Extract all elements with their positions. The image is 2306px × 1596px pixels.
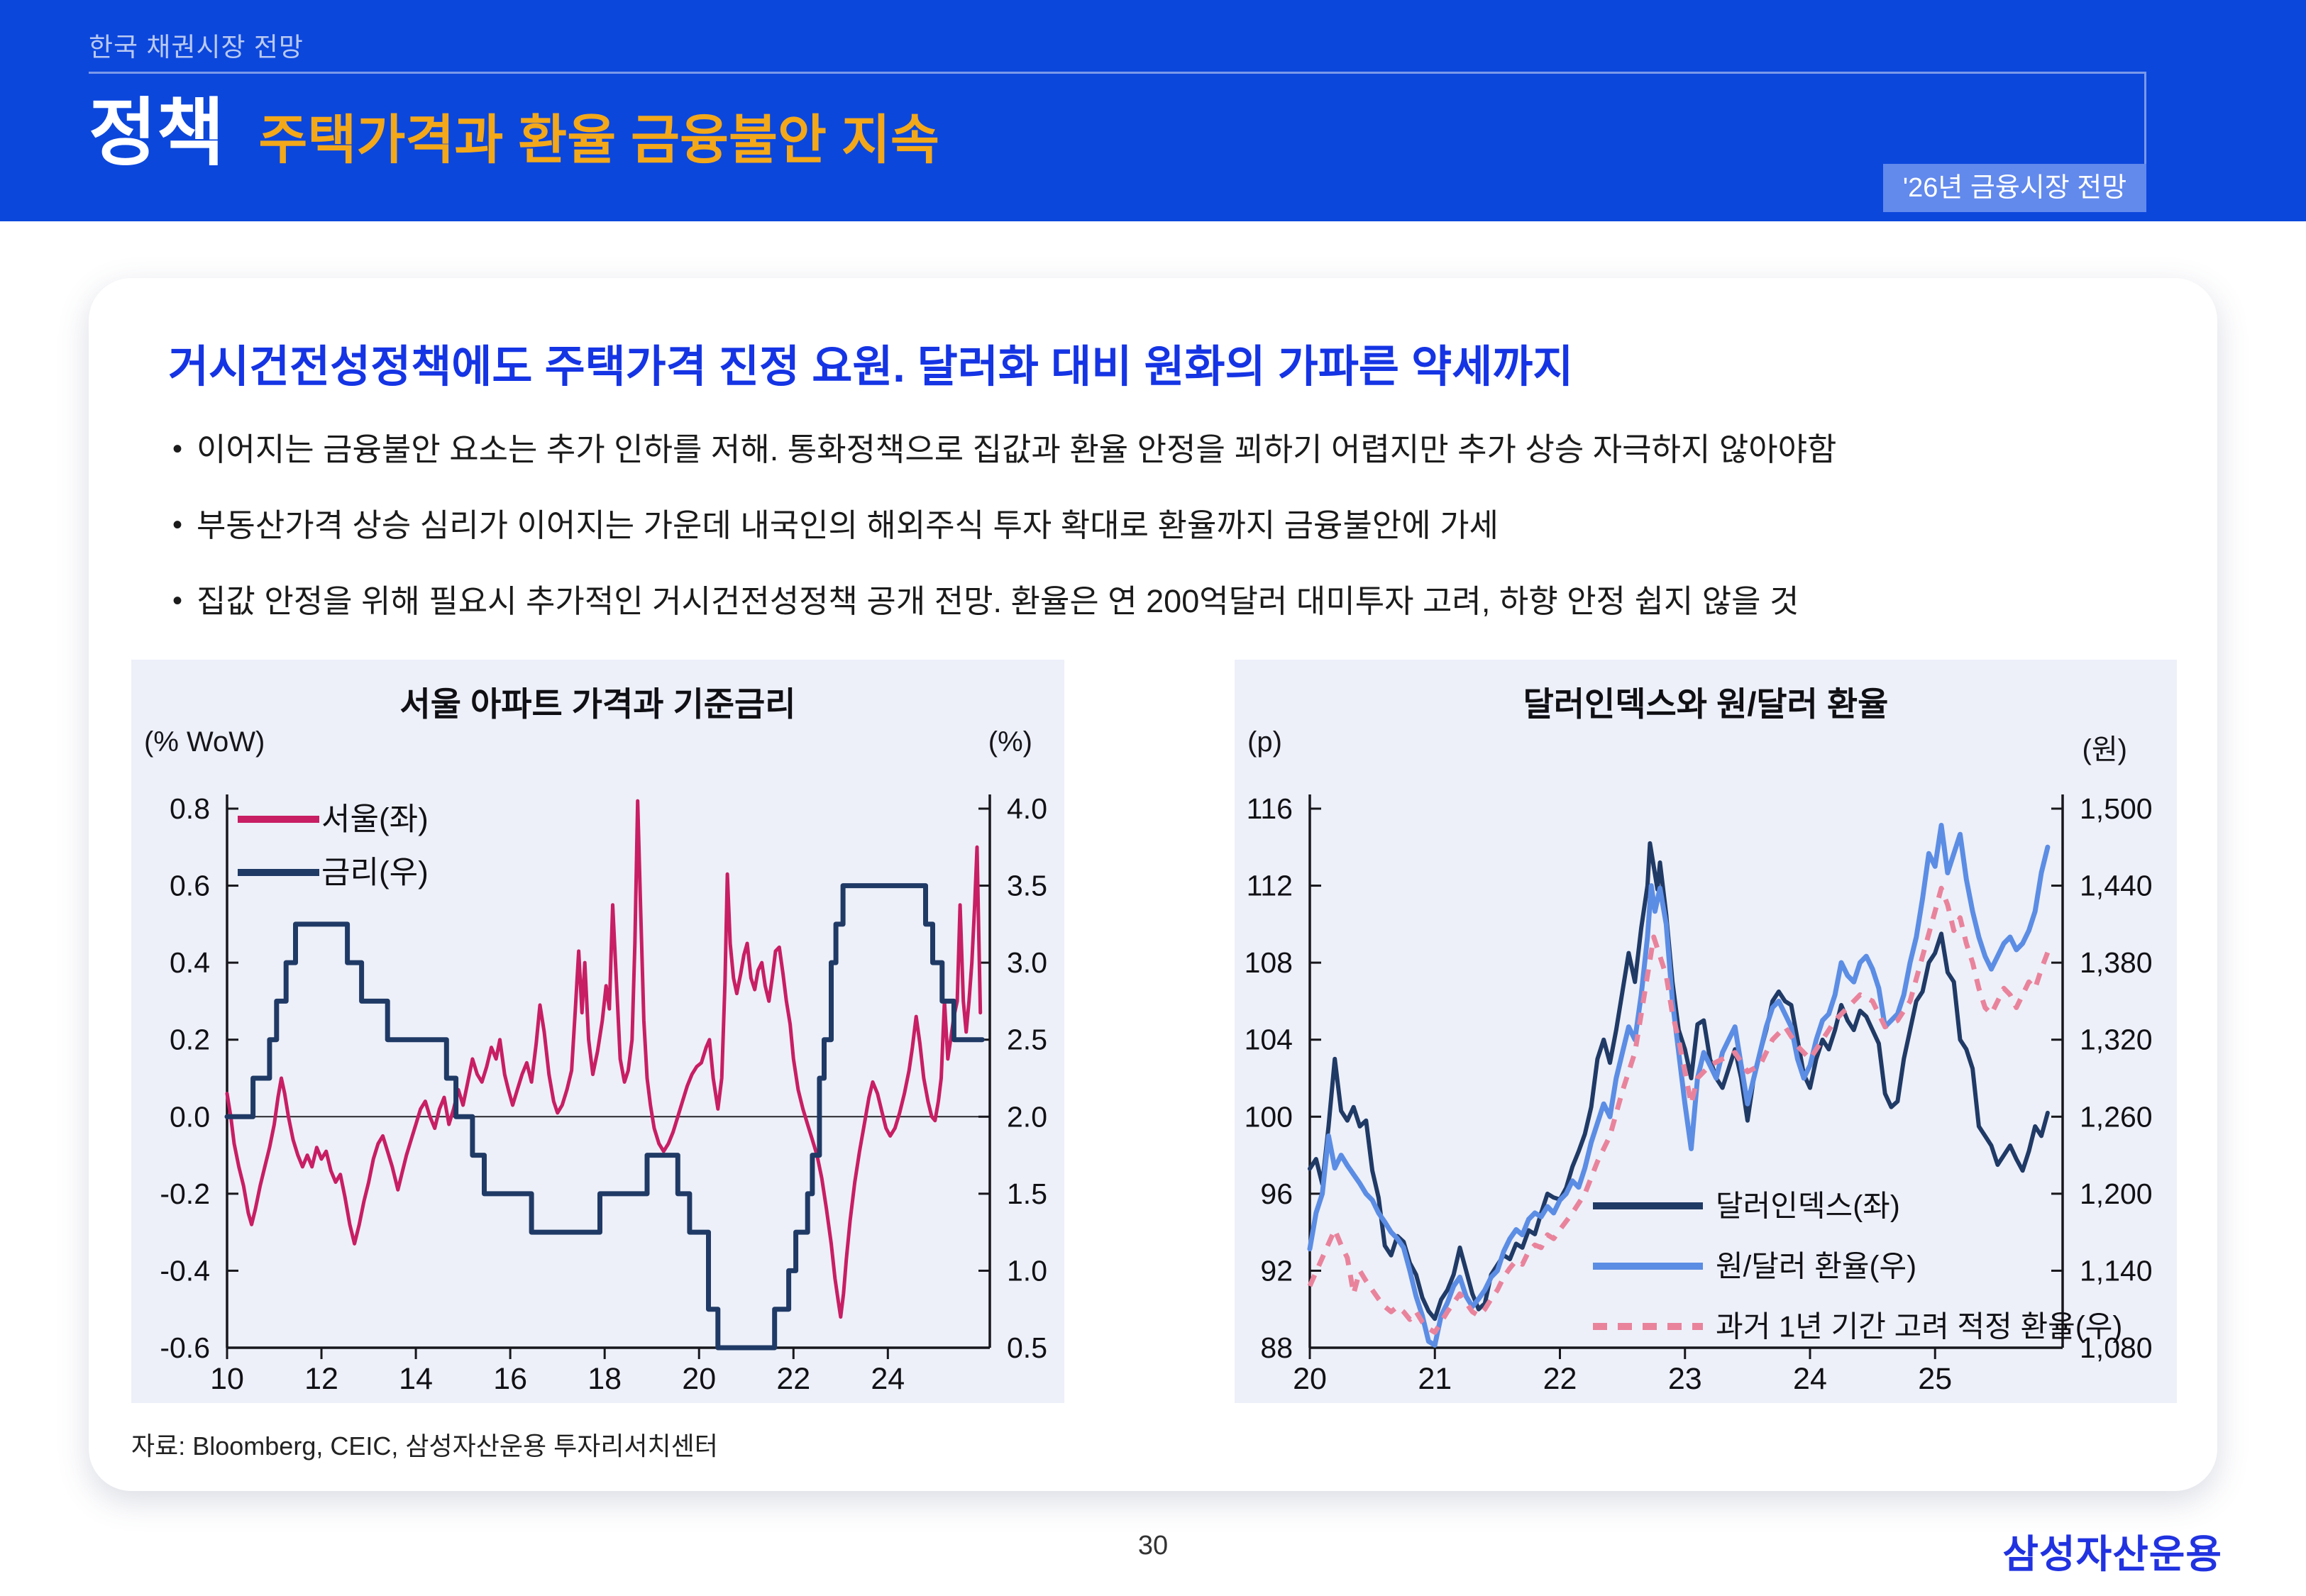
svg-text:22: 22	[776, 1362, 810, 1396]
svg-text:-0.4: -0.4	[160, 1254, 210, 1287]
chart-title-fx: 달러인덱스와 원/달러 환율	[1523, 685, 1889, 723]
svg-text:16: 16	[493, 1362, 527, 1396]
svg-text:-0.2: -0.2	[160, 1177, 210, 1210]
svg-text:1,440: 1,440	[2080, 870, 2153, 902]
svg-text:1,080: 1,080	[2080, 1331, 2153, 1364]
source-note: 자료: Bloomberg, CEIC, 삼성자산운용 투자리서치센터	[131, 1431, 718, 1461]
header-title-row: 정책 주택가격과 환율 금융불안 지속	[89, 84, 939, 183]
svg-text:0.6: 0.6	[170, 870, 210, 902]
svg-text:20: 20	[682, 1362, 716, 1396]
chart-panel-seoul: 서울 아파트 가격과 기준금리 (% WoW) (%) 0.8 0.6 0.4 0.2…	[131, 660, 1064, 1403]
left-axis-unit-fx: (p)	[1247, 726, 1282, 758]
svg-text:2.0: 2.0	[1007, 1100, 1047, 1133]
svg-text:1,320: 1,320	[2080, 1024, 2153, 1056]
svg-text:-0.6: -0.6	[160, 1331, 210, 1364]
chart-title-seoul: 서울 아파트 가격과 기준금리	[399, 685, 796, 723]
svg-text:12: 12	[304, 1362, 338, 1396]
svg-text:25: 25	[1918, 1362, 1952, 1396]
svg-text:1.0: 1.0	[1007, 1254, 1047, 1287]
svg-text:0.5: 0.5	[1007, 1331, 1047, 1364]
svg-text:18: 18	[587, 1362, 622, 1396]
svg-text:92: 92	[1260, 1254, 1293, 1287]
corner-badge: '26년 금융시장 전망	[1883, 164, 2146, 212]
header-divider-vertical	[2144, 72, 2146, 164]
svg-text:0.2: 0.2	[170, 1024, 210, 1056]
svg-text:3.5: 3.5	[1007, 870, 1047, 902]
card-title: 거시건전성정책에도 주택가격 진정 요원. 달러화 대비 원화의 가파른 약세까…	[168, 343, 1574, 392]
header-band: 한국 채권시장 전망 '26년 금융시장 전망 정책 주택가격과 환율 금융불안…	[0, 0, 2306, 221]
svg-text:116: 116	[1247, 792, 1293, 825]
svg-text:0.0: 0.0	[170, 1100, 210, 1133]
right-axis-unit-fx: (원)	[2082, 734, 2127, 765]
svg-text:1,140: 1,140	[2080, 1254, 2153, 1287]
page-title: 주택가격과 환율 금융불안 지속	[258, 110, 939, 170]
svg-text:20: 20	[1293, 1362, 1327, 1396]
page-number: 30	[1137, 1531, 1169, 1561]
svg-text:96: 96	[1260, 1177, 1293, 1210]
svg-text:14: 14	[399, 1362, 433, 1396]
svg-text:104: 104	[1245, 1024, 1293, 1056]
company-logo: 삼성자산운용	[2002, 1532, 2222, 1576]
bullet-list: 이어지는 금융불안 요소는 추가 인하를 저해. 통화정책으로 집값과 환율 안…	[172, 427, 1836, 655]
svg-text:24: 24	[871, 1362, 905, 1396]
breadcrumb: 한국 채권시장 전망	[89, 33, 304, 62]
section-label: 정책	[89, 92, 225, 174]
svg-text:과거 1년 기간 고려 적정 환율(우): 과거 1년 기간 고려 적정 환율(우)	[1716, 1310, 2122, 1343]
left-axis-unit-seoul: (% WoW)	[144, 726, 265, 758]
svg-text:22: 22	[1543, 1362, 1577, 1396]
svg-text:88: 88	[1260, 1331, 1293, 1364]
header-divider	[89, 72, 2145, 74]
svg-text:24: 24	[1793, 1362, 1827, 1396]
dollar-index-fx-chart-svg: 116 112 108 104 100 96 92 88 1,500 1,440 1,380 1,32…	[1245, 792, 2153, 1396]
bullet-item: 부동산가격 상승 심리가 이어지는 가운데 내국인의 해외주식 투자 확대로 환…	[172, 503, 1836, 548]
chart-panel-fx: 달러인덱스와 원/달러 환율 (p) (원) 116 112 108 104 100 96…	[1235, 660, 2177, 1403]
svg-text:1,500: 1,500	[2080, 792, 2153, 825]
svg-text:1,200: 1,200	[2080, 1177, 2153, 1210]
svg-text:4.0: 4.0	[1007, 792, 1047, 825]
svg-text:2.5: 2.5	[1007, 1024, 1047, 1056]
svg-text:23: 23	[1668, 1362, 1702, 1396]
svg-text:3.0: 3.0	[1007, 946, 1047, 979]
svg-text:1.5: 1.5	[1007, 1177, 1047, 1210]
seoul-price-rate-chart-svg: 0.8 0.6 0.4 0.2 0.0 -0.2 -0.4 -0.6 4.0 3.5 3.0 2.5 2…	[160, 792, 1047, 1396]
svg-text:1,260: 1,260	[2080, 1100, 2153, 1133]
svg-text:달러인덱스(좌): 달러인덱스(좌)	[1716, 1190, 1900, 1223]
svg-text:0.8: 0.8	[170, 792, 210, 825]
svg-text:0.4: 0.4	[170, 946, 210, 979]
svg-text:원/달러 환율(우): 원/달러 환율(우)	[1716, 1250, 1916, 1283]
bullet-item: 집값 안정을 위해 필요시 추가적인 거시건전성정책 공개 전망. 환율은 연 …	[172, 579, 1836, 624]
bullet-item: 이어지는 금융불안 요소는 추가 인하를 저해. 통화정책으로 집값과 환율 안…	[172, 427, 1836, 472]
svg-text:10: 10	[210, 1362, 244, 1396]
svg-text:100: 100	[1245, 1100, 1293, 1133]
svg-text:서울(좌): 서울(좌)	[321, 802, 429, 837]
svg-text:금리(우): 금리(우)	[321, 855, 429, 890]
svg-text:21: 21	[1418, 1362, 1452, 1396]
content-card: 거시건전성정책에도 주택가격 진정 요원. 달러화 대비 원화의 가파른 약세까…	[89, 278, 2217, 1491]
svg-text:108: 108	[1245, 946, 1293, 979]
svg-text:1,380: 1,380	[2080, 946, 2153, 979]
right-axis-unit-seoul: (%)	[988, 726, 1032, 758]
svg-text:112: 112	[1247, 870, 1293, 902]
